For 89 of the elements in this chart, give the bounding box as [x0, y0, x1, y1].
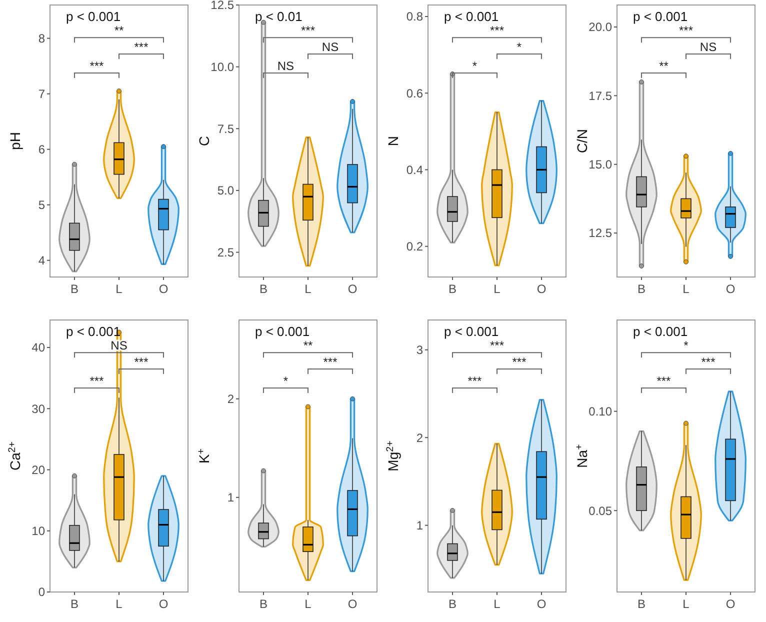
x-tick-label: B [259, 597, 268, 611]
y-tick-label: 2.5 [217, 245, 234, 260]
x-tick-label: B [448, 597, 456, 611]
x-tick-label: B [637, 282, 646, 296]
y-tick-label: 15.0 [588, 158, 612, 172]
annotation: *** [323, 354, 338, 369]
x-tick-label: O [726, 597, 736, 611]
annotation: * [684, 338, 689, 353]
y-tick-label: 10.0 [210, 60, 234, 74]
x-tick-label: O [536, 597, 546, 611]
annotation: *** [90, 59, 104, 73]
annotation: *** [512, 354, 527, 369]
x-tick-label: L [304, 597, 312, 611]
y-tick-label: 4 [38, 254, 46, 268]
x-tick-label: B [637, 597, 646, 611]
y-axis-title: C/N [574, 128, 590, 154]
y-tick-label: 0.8 [406, 10, 424, 24]
y-tick-label: 3 [416, 343, 424, 358]
y-tick-label: 8 [38, 32, 46, 46]
y-tick-label: 7.5 [217, 122, 234, 136]
x-tick-label: B [70, 597, 78, 611]
x-tick-label: B [259, 282, 268, 296]
x-tick-label: L [494, 597, 501, 611]
annotation: p < 0.001 [444, 324, 499, 339]
x-tick-label: L [116, 597, 123, 611]
y-axis-title: C [196, 136, 212, 146]
annotation: NS [700, 40, 717, 54]
annotation: ** [114, 24, 124, 38]
annotation: p < 0.01 [255, 9, 302, 24]
y-tick-label: 6 [38, 142, 46, 157]
annotation: *** [90, 374, 104, 388]
y-tick-label: 1 [416, 518, 424, 533]
annotation: p < 0.001 [444, 9, 499, 24]
annotation: p < 0.001 [66, 9, 121, 24]
annotation: *** [701, 354, 716, 369]
y-tick-label: 10 [32, 524, 46, 538]
annotation: p < 0.001 [255, 324, 310, 339]
x-tick-label: L [304, 282, 312, 296]
y-tick-label: 0.6 [406, 86, 424, 100]
annotation: *** [656, 374, 672, 388]
y-axis-title: pH [7, 132, 23, 150]
y-tick-label: 1 [227, 490, 234, 505]
x-tick-label: L [116, 282, 123, 296]
annotation: * [472, 59, 478, 73]
x-tick-label: O [726, 282, 736, 296]
y-axis-title: N [385, 136, 401, 146]
x-tick-label: L [682, 597, 690, 611]
y-tick-label: 0 [38, 585, 46, 600]
x-tick-label: O [158, 282, 168, 296]
y-tick-label: 7 [38, 87, 46, 102]
annotation: *** [468, 374, 482, 388]
annotation: * [516, 40, 522, 54]
annotation: * [283, 374, 288, 388]
annotation: p < 0.001 [633, 324, 688, 339]
y-tick-label: 5.0 [217, 184, 234, 198]
annotation: *** [134, 40, 149, 54]
x-tick-label: L [494, 282, 501, 296]
y-tick-label: 12.5 [210, 0, 234, 12]
annotation: *** [134, 354, 149, 369]
x-tick-label: L [682, 282, 690, 296]
y-tick-label: 5 [38, 198, 46, 212]
annotation: p < 0.001 [633, 9, 688, 24]
y-tick-label: 2 [416, 430, 424, 445]
y-tick-label: 17.5 [588, 88, 612, 103]
annotation: NS [277, 59, 294, 73]
y-tick-label: 20 [32, 462, 46, 477]
annotation: *** [490, 338, 504, 353]
annotation: ** [659, 59, 669, 73]
y-tick-label: 12.5 [588, 226, 612, 240]
y-tick-label: 0.05 [588, 504, 612, 518]
y-tick-label: 30 [32, 402, 46, 416]
x-tick-label: O [536, 282, 546, 296]
annotation: *** [678, 24, 694, 38]
x-tick-label: O [348, 282, 358, 296]
annotation: *** [490, 24, 504, 38]
y-tick-label: 0.4 [406, 162, 424, 177]
x-tick-label: B [448, 282, 456, 296]
y-tick-label: 0.2 [406, 240, 424, 254]
y-tick-label: 0.10 [588, 404, 612, 419]
x-tick-label: O [348, 597, 358, 611]
annotation: ** [303, 338, 313, 353]
x-tick-label: O [158, 597, 168, 611]
x-tick-label: B [70, 282, 78, 296]
annotation: NS [322, 40, 339, 54]
y-tick-label: 2 [227, 392, 234, 406]
annotation: *** [300, 24, 316, 38]
annotation: p < 0.001 [66, 324, 121, 339]
y-tick-label: 20.0 [588, 20, 612, 34]
y-tick-label: 40 [32, 340, 46, 355]
